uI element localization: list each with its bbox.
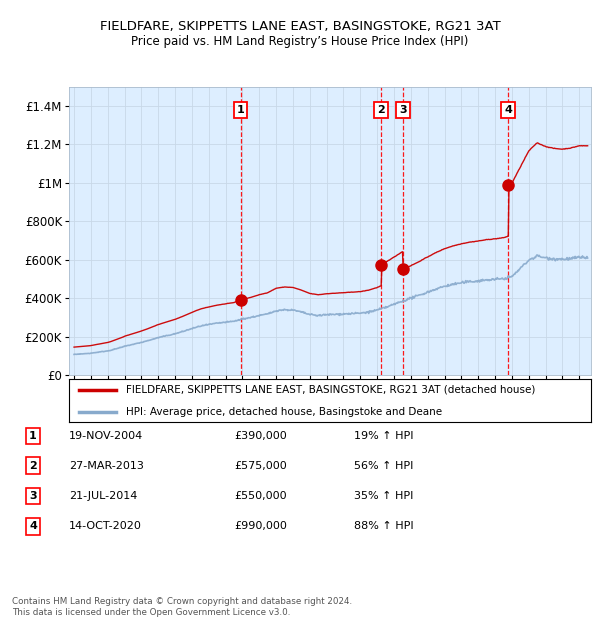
Text: 2: 2 (377, 105, 385, 115)
Text: 1: 1 (29, 431, 37, 441)
Text: 2: 2 (29, 461, 37, 471)
Text: 27-MAR-2013: 27-MAR-2013 (69, 461, 144, 471)
Text: £990,000: £990,000 (234, 521, 287, 531)
Text: 1: 1 (236, 105, 244, 115)
Text: 21-JUL-2014: 21-JUL-2014 (69, 491, 137, 501)
Text: 14-OCT-2020: 14-OCT-2020 (69, 521, 142, 531)
Text: £575,000: £575,000 (234, 461, 287, 471)
Text: 56% ↑ HPI: 56% ↑ HPI (354, 461, 413, 471)
Text: FIELDFARE, SKIPPETTS LANE EAST, BASINGSTOKE, RG21 3AT (detached house): FIELDFARE, SKIPPETTS LANE EAST, BASINGST… (127, 385, 536, 395)
Text: £390,000: £390,000 (234, 431, 287, 441)
Text: 88% ↑ HPI: 88% ↑ HPI (354, 521, 413, 531)
Text: 4: 4 (29, 521, 37, 531)
Text: £550,000: £550,000 (234, 491, 287, 501)
Text: 3: 3 (400, 105, 407, 115)
Text: 35% ↑ HPI: 35% ↑ HPI (354, 491, 413, 501)
Text: FIELDFARE, SKIPPETTS LANE EAST, BASINGSTOKE, RG21 3AT: FIELDFARE, SKIPPETTS LANE EAST, BASINGST… (100, 20, 500, 33)
Text: HPI: Average price, detached house, Basingstoke and Deane: HPI: Average price, detached house, Basi… (127, 407, 443, 417)
Text: 19% ↑ HPI: 19% ↑ HPI (354, 431, 413, 441)
Text: 3: 3 (29, 491, 37, 501)
Text: 4: 4 (505, 105, 512, 115)
Text: 19-NOV-2004: 19-NOV-2004 (69, 431, 143, 441)
Text: Price paid vs. HM Land Registry’s House Price Index (HPI): Price paid vs. HM Land Registry’s House … (131, 35, 469, 48)
Text: Contains HM Land Registry data © Crown copyright and database right 2024.
This d: Contains HM Land Registry data © Crown c… (12, 598, 352, 617)
